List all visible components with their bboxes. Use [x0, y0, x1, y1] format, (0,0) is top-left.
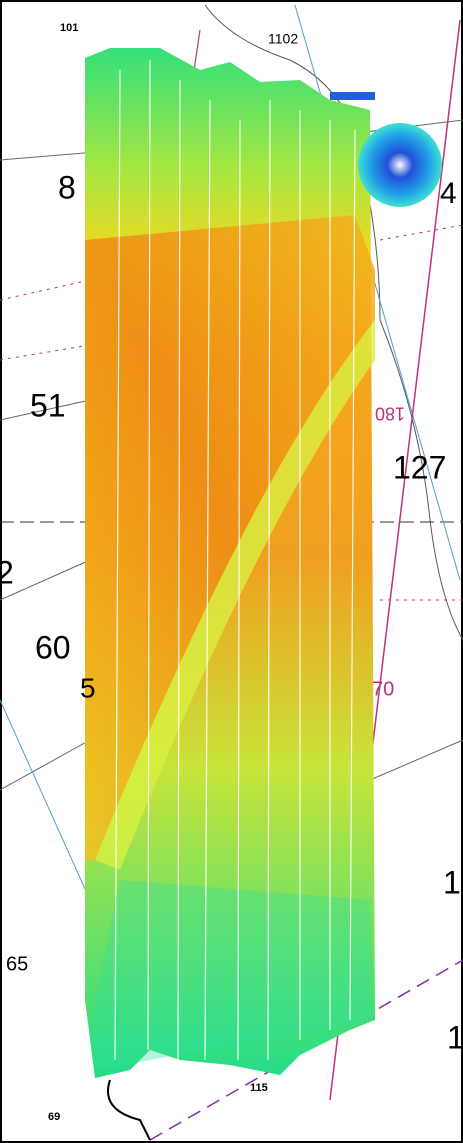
map-label: 2: [0, 554, 14, 590]
map-label: 5: [80, 672, 96, 703]
map-label: 70: [372, 678, 394, 700]
map-label: 65: [6, 953, 28, 975]
track-lines: [114, 59, 356, 1061]
map-label: 60: [35, 629, 71, 665]
map-label: 1: [447, 1019, 463, 1055]
map-label: 1: [443, 864, 461, 900]
deep-area: [95, 880, 370, 1070]
shallow-band: [85, 215, 375, 860]
map-label: 69: [48, 1111, 60, 1123]
ridge: [95, 320, 375, 870]
map-label: 127: [393, 449, 446, 485]
map-label: 4: [440, 177, 457, 210]
map-label: 8: [58, 169, 76, 205]
map-label: 101: [60, 22, 78, 34]
map-label: 115: [250, 1082, 268, 1094]
map-label: 180: [375, 403, 405, 423]
map-label: 51: [30, 387, 66, 423]
map-label: 1102: [268, 31, 298, 47]
depression: [330, 92, 375, 100]
depression: [358, 123, 442, 207]
